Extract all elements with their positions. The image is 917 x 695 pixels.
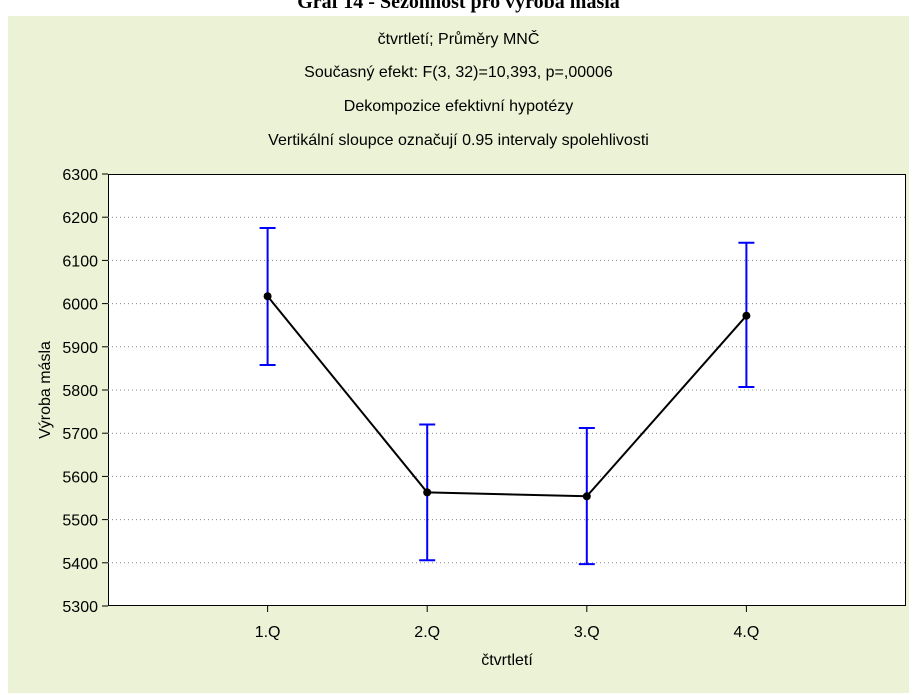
chart-title-line-3: Dekompozice efektivní hypotézy bbox=[343, 98, 574, 115]
chart-title-line-4: Vertikální sloupce označují 0.95 interva… bbox=[268, 132, 649, 149]
y-tick-label-5400: 5400 bbox=[62, 556, 98, 573]
data-point-4.Q bbox=[742, 311, 751, 320]
y-tick-label-5700: 5700 bbox=[62, 426, 98, 443]
y-tick-label-5900: 5900 bbox=[62, 340, 98, 357]
y-axis-ticks: 5300 5400 5500 5600 5700 5800 5900 6000 6100 6200… bbox=[62, 167, 108, 616]
y-tick-label-6300: 6300 bbox=[62, 167, 98, 184]
chart-title-line-2: Současný efekt: F(3, 32)=10,393, p=,0000… bbox=[304, 64, 613, 81]
y-tick-label-5800: 5800 bbox=[62, 383, 98, 400]
x-axis-label: čtvrtletí bbox=[481, 652, 533, 669]
y-tick-label-6100: 6100 bbox=[62, 253, 98, 270]
mean-line bbox=[266, 295, 748, 498]
y-axis-label-text: Výroba másla bbox=[37, 341, 54, 439]
x-tick-label-4.Q: 4.Q bbox=[734, 624, 760, 641]
error-bars bbox=[259, 227, 755, 566]
x-tick-label-3.Q: 3.Q bbox=[574, 624, 600, 641]
x-axis-ticks: 1.Q 2.Q 3.Q 4.Q bbox=[255, 606, 760, 641]
data-point-3.Q bbox=[582, 492, 591, 501]
data-point-1.Q bbox=[263, 292, 272, 301]
y-tick-label-5300: 5300 bbox=[62, 599, 98, 616]
x-tick-label-1.Q: 1.Q bbox=[255, 624, 281, 641]
data-points bbox=[263, 292, 751, 501]
grid-lines bbox=[108, 216, 906, 564]
y-tick-label-5600: 5600 bbox=[62, 469, 98, 486]
figure-caption: Graf 14 - Sezónnost pro výroba másla bbox=[297, 0, 620, 13]
chart-title-line-1: čtvrtletí; Průměry MNČ bbox=[377, 31, 540, 48]
x-tick-label-2.Q: 2.Q bbox=[414, 624, 440, 641]
y-tick-label-6000: 6000 bbox=[62, 297, 98, 314]
y-tick-label-6200: 6200 bbox=[62, 210, 98, 227]
y-tick-label-5500: 5500 bbox=[62, 513, 98, 530]
series-line bbox=[266, 295, 748, 498]
data-point-2.Q bbox=[423, 488, 432, 497]
